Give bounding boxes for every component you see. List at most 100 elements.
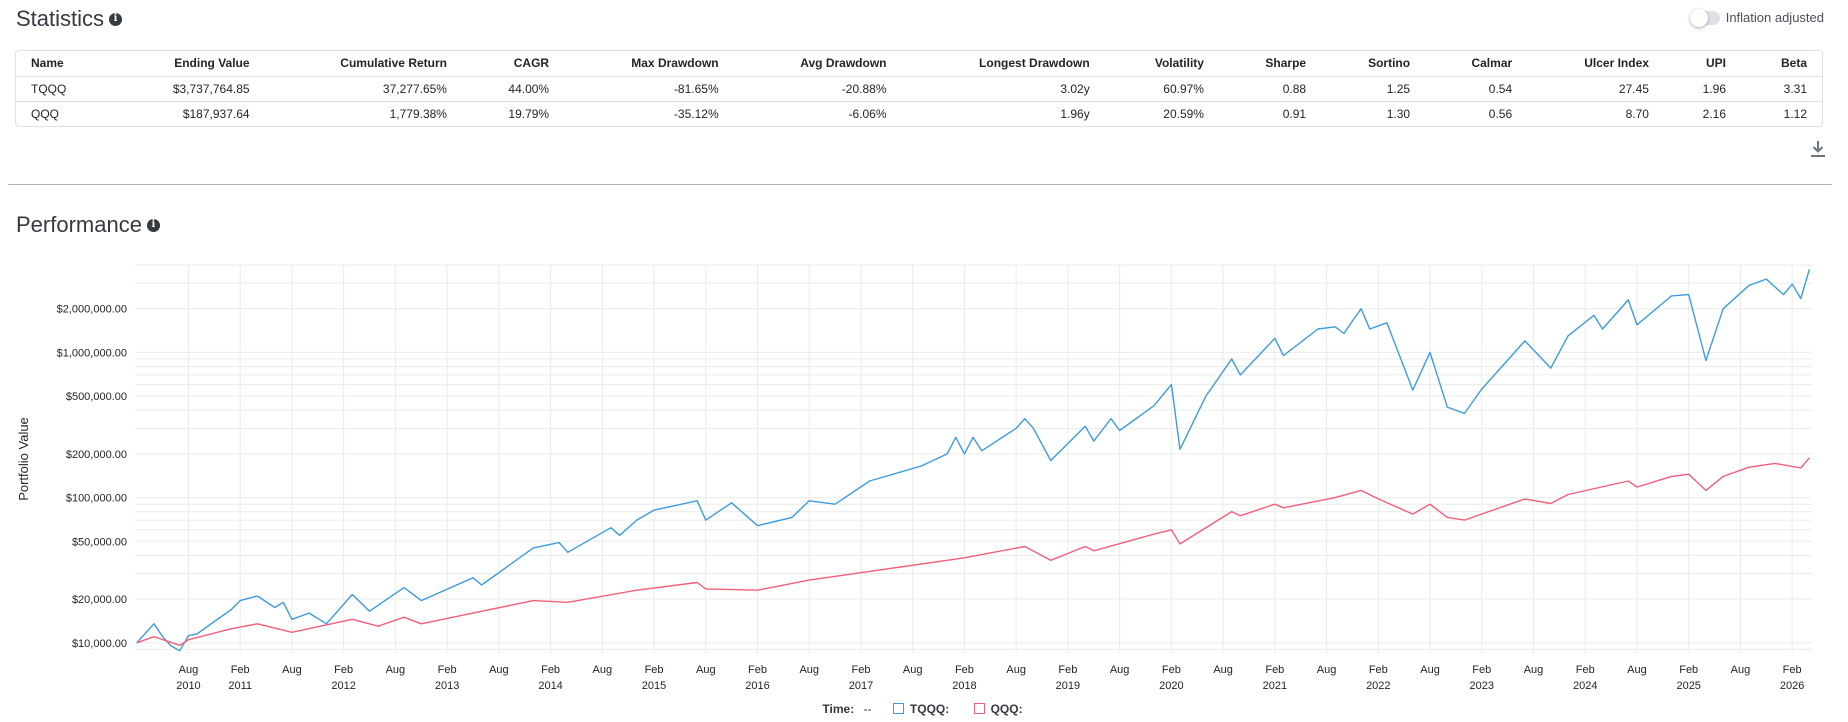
y-axis-label: Portfolio Value — [16, 417, 31, 501]
table-cell: $187,937.64 — [182, 106, 250, 121]
series-line-qqq — [136, 457, 1810, 646]
column-header-name[interactable]: Name — [16, 51, 111, 77]
y-tick-label: $1,000,000.00 — [57, 347, 127, 359]
statistics-heading: Statistics i — [16, 6, 123, 32]
legend-swatch-tqqq — [892, 703, 904, 714]
x-tick-year-label: 2023 — [1470, 680, 1494, 692]
column-header-sortino[interactable]: Sortino — [1321, 51, 1426, 77]
column-header-longest-drawdown[interactable]: Longest Drawdown — [901, 51, 1105, 77]
x-tick-year-label: 2025 — [1676, 680, 1700, 692]
inflation-toggle-group[interactable]: Inflation adjusted — [1689, 8, 1824, 27]
table-cell: -6.06% — [848, 106, 887, 121]
x-tick-label: Aug — [799, 664, 819, 676]
legend-time-value: -- — [863, 702, 872, 716]
section-divider — [8, 184, 1832, 185]
column-header-max-drawdown[interactable]: Max Drawdown — [564, 51, 734, 77]
legend-item-tqqq[interactable]: TQQQ: — [890, 702, 956, 716]
x-axis-ticks: Aug 2010 Feb 2011 Aug Feb 2012 Aug Feb 2013 Aug Feb… — [176, 664, 1804, 692]
x-tick-label: Aug — [386, 664, 406, 676]
column-header-volatility[interactable]: Volatility — [1104, 51, 1219, 77]
table-cell: 1.96 — [1663, 76, 1741, 102]
x-tick-year-label: 2016 — [745, 680, 769, 692]
column-header-ulcer-index[interactable]: Ulcer Index — [1527, 51, 1664, 77]
y-tick-label: $200,000.00 — [66, 449, 127, 461]
table-cell: 1.25 — [1321, 76, 1426, 102]
table-cell: 44.00% — [461, 76, 565, 102]
table-cell: QQQ — [31, 106, 60, 121]
table-cell: -35.12% — [673, 106, 719, 121]
x-tick-label: Aug — [1110, 664, 1130, 676]
x-tick-year-label: 2014 — [538, 680, 562, 692]
info-icon[interactable]: i — [146, 218, 160, 232]
y-tick-label: $500,000.00 — [66, 391, 127, 403]
x-tick-label: Feb — [955, 664, 974, 676]
legend-swatch-qqq — [973, 703, 985, 714]
table-cell: 3.31 — [1741, 76, 1822, 102]
x-tick-year-label: 2011 — [228, 680, 252, 692]
y-tick-label: $50,000.00 — [72, 536, 127, 548]
y-axis-ticks: $10,000.00 $20,000.00 $50,000.00 $100,000.0… — [57, 304, 127, 650]
inflation-toggle-label: Inflation adjusted — [1725, 10, 1824, 25]
x-tick-label: Aug — [179, 664, 199, 676]
x-tick-label: Feb — [1472, 664, 1491, 676]
x-tick-label: Aug — [593, 664, 613, 676]
table-cell: 20.59% — [1163, 106, 1204, 121]
table-cell: 2.16 — [1702, 106, 1726, 121]
x-tick-label: Feb — [851, 664, 870, 676]
y-tick-label: $2,000,000.00 — [57, 304, 127, 316]
table-cell: TQQQ — [16, 76, 111, 102]
legend-label-qqq: QQQ: — [990, 702, 1023, 716]
performance-heading: Performance i — [16, 212, 160, 238]
x-tick-label: Feb — [1576, 664, 1595, 676]
table-cell: $3,737,764.85 — [110, 76, 265, 102]
performance-title: Performance — [16, 212, 142, 237]
x-tick-label: Feb — [231, 664, 250, 676]
x-tick-label: Aug — [696, 664, 716, 676]
column-header-calmar[interactable]: Calmar — [1425, 51, 1528, 77]
x-tick-label: Aug — [1731, 664, 1751, 676]
inflation-toggle-switch[interactable] — [1689, 8, 1720, 27]
y-tick-label: $10,000.00 — [72, 638, 127, 650]
x-tick-year-label: 2017 — [849, 680, 873, 692]
chart-grid — [135, 264, 1812, 653]
x-tick-label: Aug — [1627, 664, 1647, 676]
x-tick-label: Feb — [1783, 664, 1802, 676]
column-header-beta[interactable]: Beta — [1741, 51, 1822, 77]
x-tick-label: Feb — [1162, 664, 1181, 676]
legend-label-tqqq: TQQQ: — [909, 702, 950, 716]
x-tick-year-label: 2020 — [1159, 680, 1183, 692]
table-row: TQQQ $3,737,764.85 37,277.65% 44.00% -81… — [16, 76, 1822, 102]
info-icon[interactable]: i — [109, 12, 123, 26]
x-tick-label: Feb — [748, 664, 767, 676]
table-cell: -81.65% — [564, 76, 734, 102]
statistics-table-container: Name Ending Value Cumulative Return CAGR… — [15, 50, 1823, 127]
table-cell: 0.88 — [1218, 76, 1322, 102]
table-cell: 60.97% — [1104, 76, 1219, 102]
column-header-avg-drawdown[interactable]: Avg Drawdown — [733, 51, 902, 77]
table-cell: 1,779.38% — [389, 106, 447, 121]
y-tick-label: $100,000.00 — [66, 493, 127, 505]
x-tick-label: Aug — [903, 664, 923, 676]
column-header-cumulative-return[interactable]: Cumulative Return — [264, 51, 462, 77]
x-tick-label: Aug — [1524, 664, 1544, 676]
performance-chart[interactable]: $10,000.00 $20,000.00 $50,000.00 $100,000.0… — [0, 255, 1848, 702]
download-icon[interactable] — [1810, 140, 1826, 158]
table-cell: 27.45 — [1527, 76, 1664, 102]
x-tick-year-label: 2012 — [331, 680, 355, 692]
column-header-ending-value[interactable]: Ending Value — [110, 51, 265, 77]
x-tick-label: Feb — [1058, 664, 1077, 676]
column-header-cagr[interactable]: CAGR — [461, 51, 565, 77]
chart-series — [136, 269, 1811, 652]
x-tick-year-label: 2018 — [952, 680, 976, 692]
x-tick-label: Feb — [1679, 664, 1698, 676]
table-cell: 0.54 — [1425, 76, 1528, 102]
x-tick-label: Feb — [1265, 664, 1284, 676]
column-header-upi[interactable]: UPI — [1663, 51, 1741, 77]
legend-item-qqq[interactable]: QQQ: — [971, 702, 1026, 716]
table-cell: 0.91 — [1282, 106, 1307, 121]
column-header-sharpe[interactable]: Sharpe — [1218, 51, 1322, 77]
series-line-tqqq — [136, 269, 1811, 652]
table-cell: 1.96y — [1060, 106, 1090, 121]
table-cell: 3.02y — [901, 76, 1105, 102]
x-tick-label: Feb — [334, 664, 353, 676]
